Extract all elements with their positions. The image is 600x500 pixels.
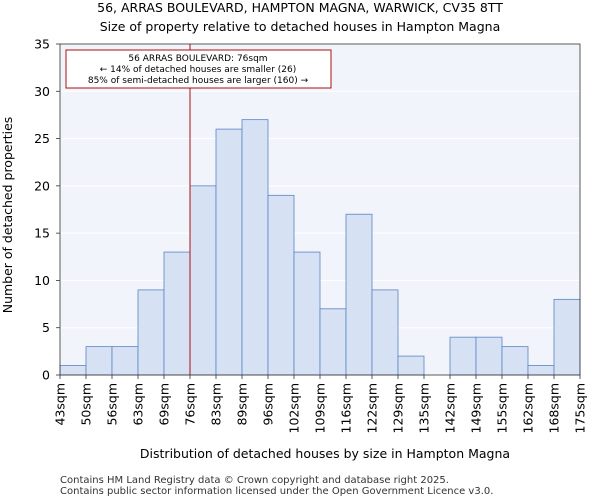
bar-155sqm xyxy=(501,346,529,376)
bar-56sqm xyxy=(111,346,139,376)
y-tick-label: 0 xyxy=(42,368,50,383)
y-tick-label: 5 xyxy=(42,320,50,335)
bar-162sqm xyxy=(527,365,555,376)
x-tick-label-96sqm: 96sqm xyxy=(261,383,276,426)
bar-122sqm xyxy=(371,289,399,376)
y-tick-label: 30 xyxy=(34,84,50,99)
annotation-line-3: 85% of semi-detached houses are larger (… xyxy=(88,76,309,86)
y-tick-label: 35 xyxy=(34,37,50,52)
annotation-line-2: ← 14% of detached houses are smaller (26… xyxy=(100,65,297,75)
bar-149sqm xyxy=(475,336,503,376)
x-axis-label: Distribution of detached houses by size … xyxy=(140,446,510,461)
x-tick-label-116sqm: 116sqm xyxy=(339,383,354,433)
bar-76sqm xyxy=(189,185,217,376)
x-tick-label-76sqm: 76sqm xyxy=(183,383,198,426)
y-tick-label: 15 xyxy=(34,226,50,241)
x-axis-ticks: 43sqm 50sqm 56sqm 63sqm 69sqm 76sqm 83sqm 89sqm… xyxy=(53,375,588,433)
x-tick-label-43sqm: 43sqm xyxy=(53,383,68,426)
bar-109sqm xyxy=(319,308,347,376)
y-axis-label: Number of detached properties xyxy=(0,117,15,314)
x-tick-label-63sqm: 63sqm xyxy=(131,383,146,426)
y-tick-label: 20 xyxy=(34,178,50,193)
x-tick-label-135sqm: 135sqm xyxy=(417,383,432,433)
bar-83sqm xyxy=(215,128,243,376)
x-tick-label-56sqm: 56sqm xyxy=(105,383,120,426)
x-tick-label-162sqm: 162sqm xyxy=(521,383,536,433)
bar-50sqm xyxy=(85,346,113,376)
x-tick-label-109sqm: 109sqm xyxy=(313,383,328,433)
x-tick-label-149sqm: 149sqm xyxy=(469,383,484,433)
bar-89sqm xyxy=(241,119,269,376)
bar-116sqm xyxy=(345,213,373,376)
chart-subtitle: Size of property relative to detached ho… xyxy=(100,19,501,34)
x-tick-label-129sqm: 129sqm xyxy=(391,383,406,433)
x-tick-label-142sqm: 142sqm xyxy=(443,383,458,433)
bar-129sqm xyxy=(397,355,425,376)
annotation-box: 56 ARRAS BOULEVARD: 76sqm ← 14% of detac… xyxy=(65,49,332,89)
x-tick-label-175sqm: 175sqm xyxy=(573,383,588,433)
bar-168sqm xyxy=(553,298,581,376)
bar-43sqm xyxy=(59,365,87,376)
x-tick-label-155sqm: 155sqm xyxy=(495,383,510,433)
x-tick-label-69sqm: 69sqm xyxy=(157,383,172,426)
x-tick-label-102sqm: 102sqm xyxy=(287,383,302,433)
bar-63sqm xyxy=(137,289,165,376)
bars xyxy=(59,119,581,376)
bar-96sqm xyxy=(267,194,295,376)
bar-142sqm xyxy=(449,336,477,376)
footer-line-2: Contains public sector information licen… xyxy=(60,486,494,497)
y-tick-label: 25 xyxy=(34,131,50,146)
x-tick-label-168sqm: 168sqm xyxy=(547,383,562,433)
bar-102sqm xyxy=(293,251,321,376)
y-axis-ticks: 0 5 10 15 20 25 30 35 xyxy=(34,37,60,383)
annotation-line-1: 56 ARRAS BOULEVARD: 76sqm xyxy=(128,54,267,64)
plot-frame xyxy=(59,43,581,376)
x-tick-label-122sqm: 122sqm xyxy=(365,383,380,433)
x-tick-label-83sqm: 83sqm xyxy=(209,383,224,426)
chart-title: 56, ARRAS BOULEVARD, HAMPTON MAGNA, WARW… xyxy=(97,0,503,15)
bar-69sqm xyxy=(163,251,191,376)
y-tick-label: 10 xyxy=(34,273,50,288)
x-tick-label-50sqm: 50sqm xyxy=(79,383,94,426)
x-tick-label-89sqm: 89sqm xyxy=(235,383,250,426)
footer-line-1: Contains HM Land Registry data © Crown c… xyxy=(60,475,449,486)
